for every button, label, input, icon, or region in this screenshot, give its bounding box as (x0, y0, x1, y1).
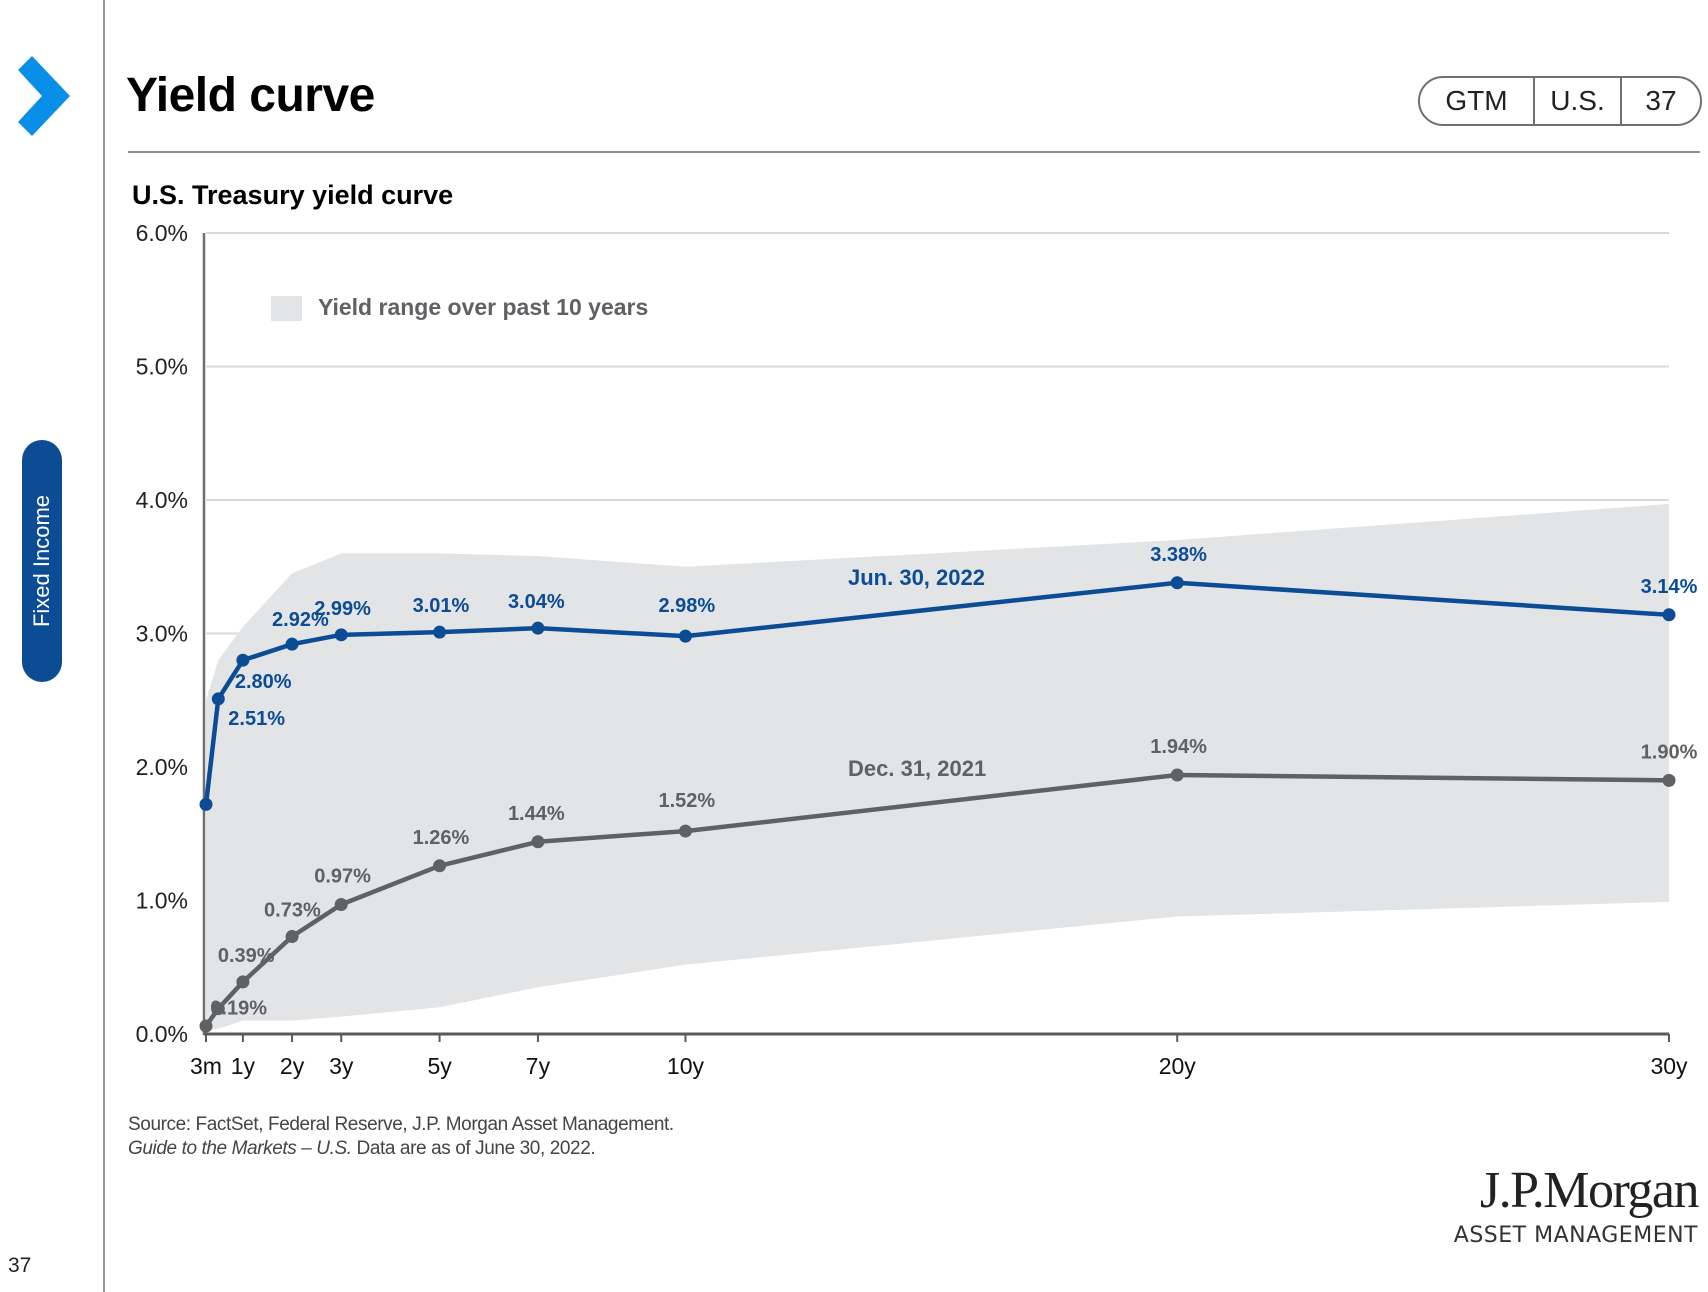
x-tick-label: 1y (231, 1053, 256, 1079)
data-point (285, 637, 299, 651)
data-point (236, 653, 250, 667)
y-tick-label: 5.0% (136, 354, 188, 380)
x-tick-label: 7y (526, 1053, 551, 1079)
data-point (433, 625, 447, 639)
left-divider (103, 0, 105, 1292)
page-number: 37 (8, 1254, 32, 1277)
data-label: 0.19% (210, 998, 267, 1020)
x-tick-label: 20y (1159, 1053, 1197, 1079)
data-label: 1.52% (658, 790, 715, 812)
tag-pill: GTM U.S. 37 (1418, 76, 1702, 126)
data-point (334, 898, 348, 912)
data-label: 0.73% (264, 900, 321, 922)
source-line-2: Guide to the Markets – U.S. Data are as … (128, 1137, 674, 1161)
legend-label: Yield range over past 10 years (318, 294, 648, 320)
data-point (531, 621, 545, 635)
data-point (199, 1019, 213, 1033)
yield-range-band (206, 504, 1669, 1032)
y-tick-label: 3.0% (136, 621, 188, 647)
tag-gtm: GTM (1445, 85, 1508, 116)
logo-name: J.P.Morgan (1479, 1162, 1700, 1219)
axes: 0.0% 1.0% 2.0% 3.0% 4.0% 5.0% 6.0% 3m 1y 2y 3y 5y 7y… (136, 220, 1688, 1079)
x-tick-label: 5y (427, 1053, 452, 1079)
data-point (1662, 773, 1676, 787)
source-guide-title: Guide to the Markets – U.S. (128, 1138, 352, 1159)
data-point (678, 824, 692, 838)
data-point (334, 628, 348, 642)
x-tick-label: 3y (329, 1053, 354, 1079)
data-label: 1.26% (413, 827, 470, 849)
data-label: 0.97% (314, 866, 371, 888)
data-label: 1.44% (508, 803, 565, 825)
data-label: 0.39% (218, 945, 275, 967)
source-line-1: Source: FactSet, Federal Reserve, J.P. M… (128, 1114, 674, 1135)
x-tick-label: 10y (667, 1053, 705, 1079)
data-point (1170, 768, 1184, 782)
data-point (211, 1002, 225, 1016)
data-label: 2.80% (235, 671, 292, 693)
data-label: 1.90% (1641, 741, 1698, 763)
data-label: 3.14% (1641, 576, 1698, 598)
chart-title: U.S. Treasury yield curve (132, 180, 454, 210)
data-point (1662, 608, 1676, 622)
data-label: 2.51% (228, 708, 285, 730)
data-point (236, 975, 250, 989)
data-label: 3.01% (413, 595, 470, 617)
page-title: Yield curve (126, 69, 375, 122)
tag-region: U.S. (1533, 78, 1620, 124)
source-note: Source: FactSet, Federal Reserve, J.P. M… (128, 1113, 674, 1161)
data-point (285, 930, 299, 944)
y-tick-label: 6.0% (136, 220, 188, 246)
x-tick-label: 30y (1650, 1053, 1688, 1079)
data-label: 2.98% (658, 595, 715, 617)
legend-swatch (271, 296, 302, 321)
source-date: Data are as of June 30, 2022. (351, 1138, 596, 1159)
data-label: 1.94% (1150, 736, 1207, 758)
y-tick-label: 2.0% (136, 754, 188, 780)
chevron-right-icon (18, 56, 70, 136)
data-point (1170, 576, 1184, 590)
tag-page: 37 (1620, 78, 1700, 124)
y-tick-label: 0.0% (136, 1021, 188, 1047)
data-point (433, 859, 447, 873)
x-tick-label: 3m (190, 1053, 222, 1079)
x-tick-label: 2y (280, 1053, 305, 1079)
data-label: 2.99% (314, 598, 371, 620)
y-tick-label: 4.0% (136, 487, 188, 513)
jpmorgan-logo: J.P.Morgan ASSET MANAGEMENT (1453, 1162, 1700, 1249)
data-label: 3.04% (508, 591, 565, 613)
series-label-dec-2021: Dec. 31, 2021 (848, 756, 986, 781)
logo-subtitle: ASSET MANAGEMENT (1453, 1223, 1698, 1248)
title-divider (128, 151, 1700, 153)
data-point (199, 797, 213, 811)
legend: Yield range over past 10 years (271, 294, 648, 321)
data-point (211, 692, 225, 706)
line-jun-2022 (203, 580, 1670, 805)
data-point (531, 835, 545, 849)
series-label-jun-2022: Jun. 30, 2022 (848, 565, 985, 590)
data-label: 2.92% (272, 609, 329, 631)
data-label: 3.38% (1150, 544, 1207, 566)
y-tick-label: 1.0% (136, 888, 188, 914)
line-dec-2021 (204, 772, 1670, 1028)
data-point (678, 629, 692, 643)
section-tab-fixed-income[interactable]: Fixed Income (22, 440, 62, 682)
series: 2.51% 2.80% 2.92%2.99% 3.01% 3.04% 2.98% 3.38%… (199, 544, 1698, 1033)
